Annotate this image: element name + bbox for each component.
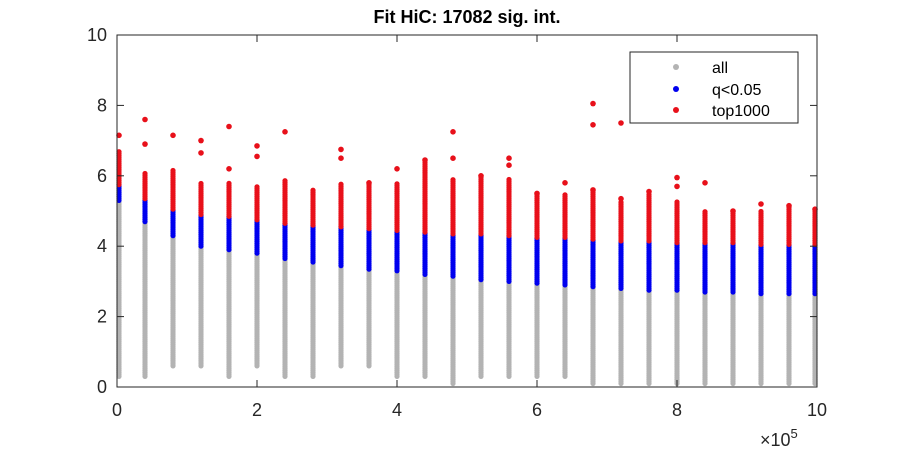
point-top1000 — [450, 155, 456, 161]
point-top1000 — [226, 166, 232, 172]
point-top1000 — [170, 167, 176, 174]
point-top1000 — [254, 153, 260, 160]
point-top1000 — [338, 146, 344, 153]
point-top1000 — [758, 201, 764, 207]
point-top1000 — [338, 155, 344, 161]
point-top1000 — [198, 137, 204, 144]
point-top1000 — [590, 100, 596, 107]
point-top1000 — [116, 132, 122, 139]
x-axis-scale-factor: ×105 — [760, 426, 798, 450]
y-tick-label: 6 — [97, 166, 107, 186]
point-top1000 — [506, 155, 512, 161]
legend-box — [629, 51, 799, 124]
point-top1000 — [198, 180, 204, 187]
point-top1000 — [506, 176, 512, 183]
point-top1000 — [812, 206, 818, 212]
point-top1000 — [618, 120, 624, 126]
point-top1000 — [590, 187, 596, 193]
point-top1000 — [116, 149, 122, 155]
legend-marker-q005 — [673, 86, 679, 92]
point-top1000 — [758, 208, 764, 215]
point-top1000 — [226, 180, 232, 186]
y-tick-label: 0 — [97, 377, 107, 397]
point-top1000 — [562, 180, 568, 186]
point-top1000 — [422, 157, 428, 163]
point-top1000 — [366, 180, 372, 186]
point-top1000 — [310, 187, 316, 193]
legend-marker-top1000 — [673, 107, 679, 113]
y-tick-label: 8 — [97, 95, 107, 115]
legend-marker-all — [673, 64, 679, 70]
legend: all q<0.05 top1000 — [629, 51, 799, 124]
point-top1000 — [142, 141, 148, 147]
point-top1000 — [170, 132, 176, 139]
legend-label-all: all — [712, 60, 728, 77]
y-tick-label: 10 — [87, 25, 107, 45]
x-tick-label: 8 — [672, 400, 682, 420]
point-top1000 — [618, 195, 624, 202]
x-tick-label: 10 — [807, 400, 827, 420]
x-tick-label: 4 — [392, 400, 402, 420]
point-top1000 — [674, 174, 680, 181]
x-tick-label: 6 — [532, 400, 542, 420]
point-top1000 — [338, 181, 344, 187]
y-tick-label: 4 — [97, 236, 107, 256]
point-top1000 — [478, 173, 484, 179]
point-top1000 — [226, 123, 232, 130]
point-top1000 — [142, 170, 148, 177]
point-top1000 — [534, 190, 540, 197]
point-top1000 — [786, 202, 792, 209]
point-top1000 — [674, 199, 680, 205]
point-top1000 — [198, 150, 204, 156]
point-top1000 — [646, 188, 652, 195]
point-top1000 — [702, 180, 708, 186]
point-top1000 — [254, 184, 260, 190]
data-points — [116, 100, 818, 387]
point-top1000 — [282, 178, 288, 184]
plot-area-frame — [116, 34, 818, 388]
y-tick-label: 2 — [97, 307, 107, 327]
point-top1000 — [590, 122, 596, 128]
point-top1000 — [450, 177, 456, 183]
point-top1000 — [450, 129, 456, 135]
point-top1000 — [674, 183, 680, 190]
x-axis-scale-exponent: 5 — [791, 426, 798, 441]
x-tick-label: 2 — [252, 400, 262, 420]
point-top1000 — [702, 209, 708, 215]
legend-label-q005: q<0.05 — [712, 82, 761, 99]
point-top1000 — [254, 143, 260, 149]
point-top1000 — [562, 192, 568, 198]
point-top1000 — [142, 116, 148, 123]
point-top1000 — [394, 181, 400, 187]
point-top1000 — [282, 129, 288, 135]
point-top1000 — [394, 166, 400, 172]
point-top1000 — [506, 162, 512, 168]
point-top1000 — [730, 208, 736, 214]
x-axis-scale-base: ×10 — [760, 430, 791, 450]
x-tick-label: 0 — [112, 400, 122, 420]
axis-ticks: 0 2 4 6 8 10 0 2 4 6 8 10 — [87, 25, 827, 420]
chart-title: Fit HiC: 17082 sig. int. — [373, 7, 560, 27]
legend-label-top1000: top1000 — [712, 103, 770, 120]
